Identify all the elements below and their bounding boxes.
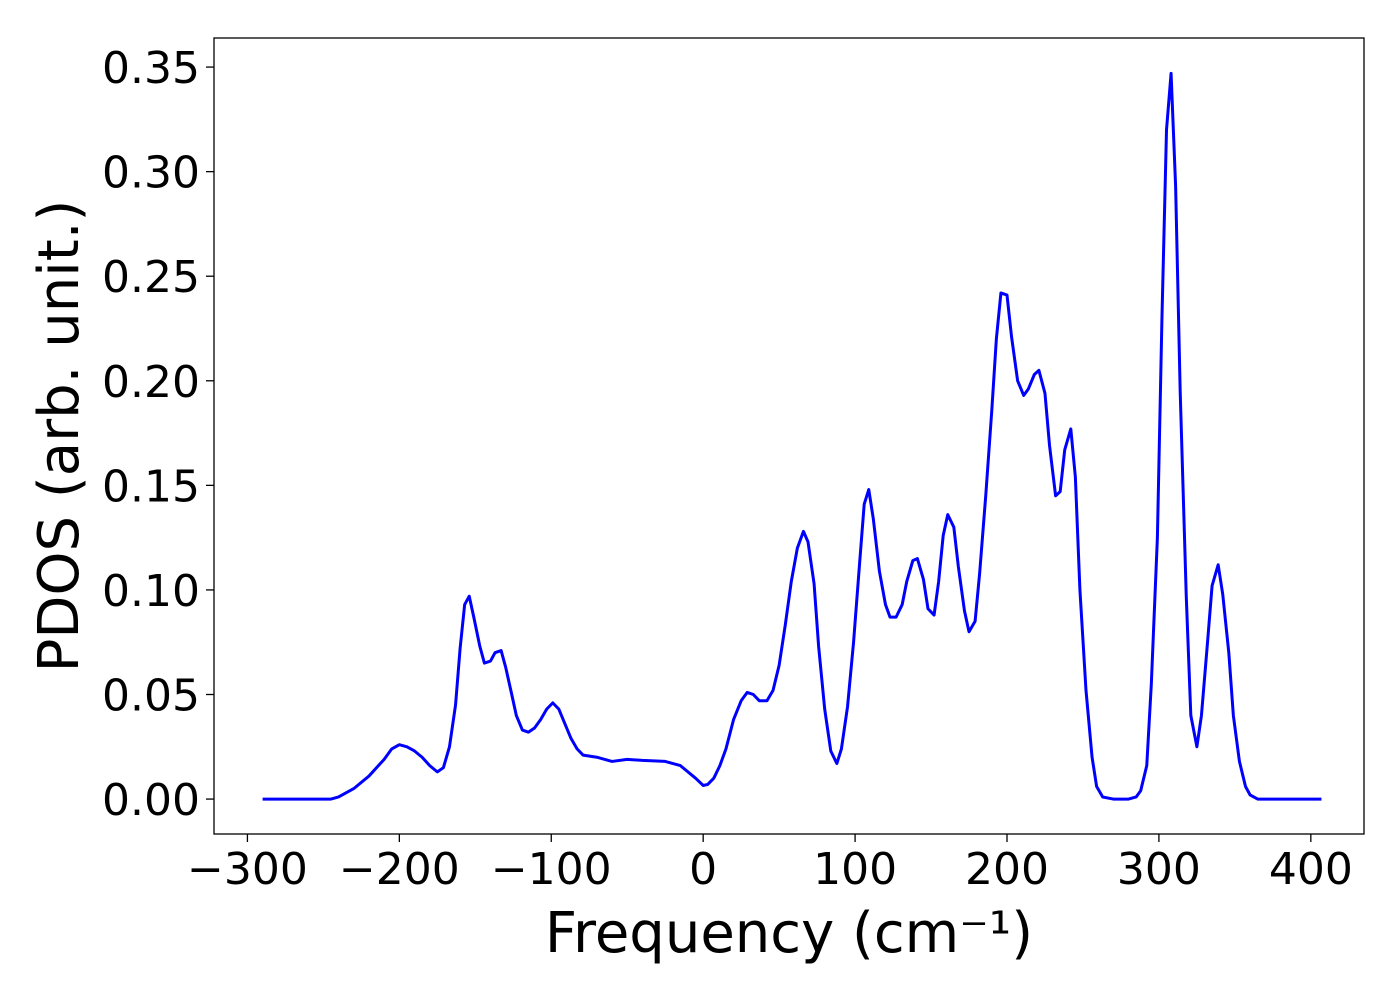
y-tick-label: 0.25 — [102, 252, 200, 303]
x-tick-label: 0 — [689, 844, 717, 895]
x-tick-label: 100 — [813, 844, 897, 895]
y-axis-label: PDOS (arb. unit.) — [27, 200, 92, 673]
x-tick-label: −200 — [339, 844, 460, 895]
y-tick-label: 0.20 — [102, 357, 200, 408]
x-tick-label: 300 — [1117, 844, 1201, 895]
y-tick-label: 0.35 — [102, 43, 200, 94]
y-tick-label: 0.00 — [102, 775, 200, 826]
x-tick-label: 400 — [1269, 844, 1353, 895]
x-tick-label: 200 — [965, 844, 1049, 895]
y-tick-label: 0.15 — [102, 461, 200, 512]
x-axis-label: Frequency (cm⁻¹) — [545, 901, 1033, 966]
data-line — [262, 71, 1322, 801]
y-tick-label: 0.05 — [102, 671, 200, 722]
y-tick-label: 0.30 — [102, 148, 200, 199]
y-tick-label: 0.10 — [102, 566, 200, 617]
plot-frame — [213, 37, 1365, 835]
x-tick-label: −300 — [187, 844, 308, 895]
x-tick-label: −100 — [491, 844, 612, 895]
